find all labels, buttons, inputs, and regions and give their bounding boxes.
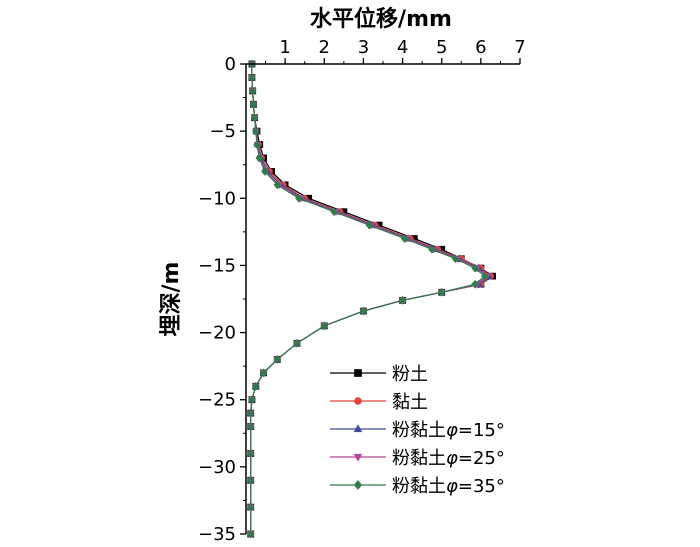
diamond-marker	[255, 153, 264, 163]
diamond-marker	[250, 113, 259, 123]
diamond-marker	[398, 295, 407, 305]
square-marker	[354, 369, 362, 377]
diamond-marker	[353, 480, 363, 490]
diamond-marker	[249, 99, 258, 109]
diamond-marker	[246, 422, 255, 432]
diamond-marker	[261, 166, 269, 176]
circle-marker	[354, 397, 362, 405]
legend-item: 粉黏土φ=35°	[330, 476, 505, 497]
y-tick-label: −5	[209, 121, 236, 142]
diamond-marker	[428, 244, 436, 254]
diamond-marker	[273, 354, 282, 364]
diamond-marker	[471, 279, 479, 289]
diamond-marker	[359, 306, 368, 316]
y-tick-label: −30	[198, 457, 236, 478]
diamond-marker	[471, 263, 479, 273]
diamond-marker	[246, 529, 255, 539]
diamond-marker	[248, 86, 257, 96]
diamond-marker	[246, 502, 255, 512]
diamond-marker	[295, 193, 303, 203]
x-axis-ticks: 1 2 3 4 5 6 7	[265, 37, 526, 64]
diamond-marker	[253, 140, 261, 150]
legend-label: 粉黏土φ=35°	[392, 476, 505, 497]
diamond-marker	[252, 126, 260, 136]
legend-label: 粉土	[392, 364, 428, 385]
legend-label: 粉黏土φ=15°	[392, 420, 505, 441]
triangle-up-marker	[353, 424, 363, 433]
x-tick-label: 6	[475, 37, 486, 58]
y-tick-label: −15	[198, 255, 236, 276]
y-axis-title: 埋深/m	[159, 262, 184, 337]
diamond-marker	[252, 381, 260, 391]
y-tick-label: −25	[198, 390, 236, 411]
y-axis-ticks: 0 −5 −10 −15 −20 −25 −30 −35	[198, 54, 246, 545]
triangle-down-marker	[353, 453, 363, 462]
diamond-marker	[293, 338, 301, 348]
x-tick-label: 2	[319, 37, 330, 58]
diamond-marker	[330, 207, 338, 217]
y-tick-label: 0	[225, 54, 236, 75]
x-axis-title: 水平位移/mm	[310, 6, 452, 32]
y-tick-label: −35	[198, 524, 236, 545]
y-tick-label: −10	[198, 188, 236, 209]
diamond-marker	[248, 395, 256, 405]
diamond-marker	[400, 234, 409, 244]
diamond-marker	[273, 180, 282, 190]
diamond-marker	[437, 287, 446, 297]
diamond-marker	[480, 271, 489, 281]
diamond-marker	[246, 448, 255, 458]
diamond-marker	[248, 72, 256, 82]
diamond-marker	[320, 321, 329, 331]
x-tick-label: 4	[397, 37, 408, 58]
y-tick-label: −20	[198, 323, 236, 344]
legend-label: 粉黏土φ=25°	[392, 448, 505, 469]
legend-item: 粉黏土φ=25°	[330, 448, 505, 469]
diamond-marker	[451, 254, 460, 264]
series-line	[250, 64, 486, 534]
x-tick-label: 1	[279, 37, 290, 58]
diamond-marker	[246, 475, 255, 485]
diamond-marker	[246, 408, 255, 418]
series-5	[246, 59, 489, 539]
x-tick-label: 5	[436, 37, 447, 58]
diamond-marker	[259, 368, 268, 378]
diamond-marker	[365, 220, 374, 230]
legend-item: 黏土	[330, 392, 428, 413]
legend-item: 粉土	[330, 364, 428, 385]
legend-label: 黏土	[392, 392, 428, 413]
x-tick-label: 7	[514, 37, 525, 58]
series-layer	[246, 59, 496, 539]
legend-item: 粉黏土φ=15°	[330, 420, 505, 441]
x-tick-label: 3	[358, 37, 369, 58]
